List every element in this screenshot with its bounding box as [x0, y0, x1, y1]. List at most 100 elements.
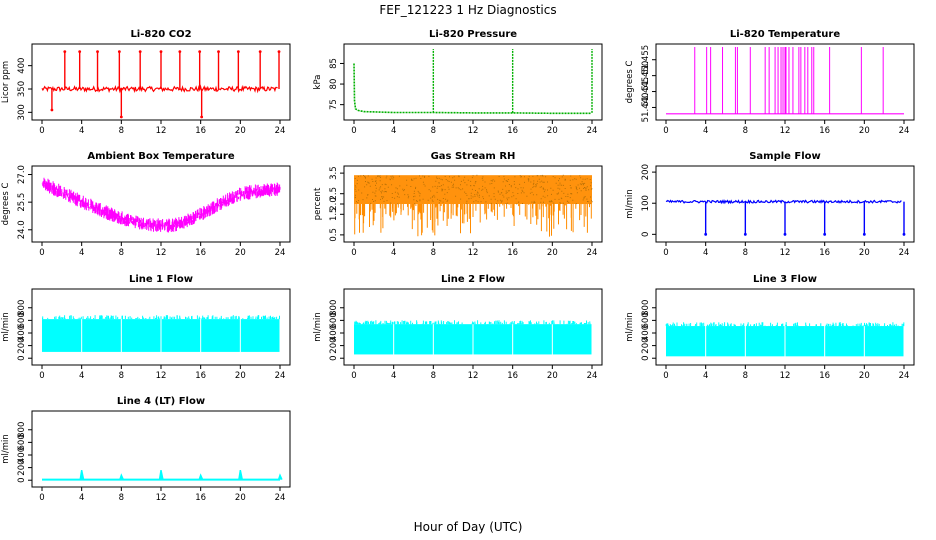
y-tick-label: 85 — [329, 58, 339, 69]
x-tick-label: 16 — [195, 248, 206, 258]
y-tick-label: 25.5 — [17, 193, 27, 212]
panel-title: Ambient Box Temperature — [87, 151, 234, 162]
x-tick-label: 8 — [743, 126, 748, 136]
x-tick-label: 24 — [899, 248, 910, 258]
flow-block-2 — [82, 319, 121, 352]
y-tick-label: 1.5 — [329, 208, 339, 222]
y-tick-label: 0 — [17, 478, 27, 483]
y-tick-label: 800 — [641, 300, 651, 316]
spike-3 — [158, 469, 164, 480]
rh-dips — [354, 204, 592, 237]
spike-4 — [198, 473, 204, 480]
x-axis: 0 4 8 12 16 20 24 — [351, 242, 597, 258]
panel-6: Sample Flow ml/min 0 4 8 12 16 20 24 0 100 200 — [625, 151, 915, 258]
rh-markers — [354, 174, 593, 205]
x-tick-label: 24 — [275, 493, 286, 503]
panel-ylabel: ml/min — [625, 312, 635, 342]
flow-block-3 — [121, 319, 161, 352]
x-tick-label: 4 — [703, 371, 708, 381]
x-tick-label: 0 — [39, 126, 44, 136]
series-line — [353, 63, 591, 115]
x-axis: 0 4 8 12 16 20 24 — [663, 120, 909, 136]
y-tick-label: 3.5 — [329, 166, 339, 180]
x-tick-label: 4 — [79, 248, 84, 258]
panel-frame — [343, 43, 603, 121]
y-tick-label: 400 — [329, 325, 339, 341]
x-tick-label: 0 — [351, 371, 356, 381]
x-tick-label: 8 — [119, 126, 124, 136]
spike-point-3 — [783, 232, 787, 236]
panel-5: Gas Stream RH percent 0 4 8 12 16 20 24 0.5 1.52.0… — [313, 151, 603, 258]
x-tick-label: 4 — [391, 248, 396, 258]
panel-3: Li-820 Temperature degrees C 0 4 8 12 16 20 24 51… — [625, 29, 915, 136]
y-tick-label: 350 — [17, 81, 27, 97]
panel-data — [665, 322, 905, 357]
panel-title: Gas Stream RH — [431, 151, 516, 162]
x-tick-label: 4 — [391, 371, 396, 381]
panel-4: Ambient Box Temperature degrees C 0 4 8 12 16 2… — [1, 151, 291, 258]
x-axis: 0 4 8 12 16 20 24 — [351, 365, 597, 381]
figure-title: FEF_121223 1 Hz Diagnostics — [379, 3, 556, 17]
x-tick-label: 12 — [780, 248, 791, 258]
x-tick-label: 4 — [391, 126, 396, 136]
flow-block-1 — [42, 319, 82, 352]
y-tick-label: 51.440 — [641, 93, 651, 123]
x-tick-label: 0 — [351, 248, 356, 258]
x-tick-label: 8 — [119, 493, 124, 503]
y-tick-label: 600 — [17, 312, 27, 328]
flow-block-1 — [354, 324, 394, 355]
x-tick-label: 8 — [119, 371, 124, 381]
x-tick-label: 16 — [819, 248, 830, 258]
x-tick-label: 20 — [547, 126, 558, 136]
spike-point-15 — [277, 50, 281, 54]
spike-point-5 — [862, 232, 866, 236]
flow-block-3 — [745, 326, 785, 357]
x-tick-label: 24 — [899, 126, 910, 136]
x-tick-label: 12 — [468, 248, 479, 258]
flow-block-6 — [240, 319, 280, 352]
y-tick-label: 0 — [329, 356, 339, 361]
panel-title: Line 3 Flow — [753, 274, 817, 285]
spike-point-11 — [200, 115, 204, 119]
x-tick-label: 12 — [156, 493, 167, 503]
flow-block-2 — [706, 326, 745, 357]
y-axis: 75 80 85 — [329, 58, 344, 110]
x-tick-label: 16 — [819, 126, 830, 136]
y-tick-label: 400 — [17, 447, 27, 463]
panel-7: Line 1 Flow ml/min 0 4 8 12 16 20 24 0 20040060080… — [1, 274, 291, 381]
spike-point-13 — [236, 50, 240, 54]
panel-title: Li-820 Temperature — [730, 29, 840, 40]
panel-10: Line 4 (LT) Flow ml/min 0 4 8 12 16 20 24 0 200400… — [1, 396, 291, 503]
panel-ylabel: ml/min — [313, 312, 323, 342]
panel-data — [665, 199, 906, 236]
x-tick-label: 16 — [195, 371, 206, 381]
flow-noise — [354, 320, 591, 325]
x-axis: 0 4 8 12 16 20 24 — [351, 120, 597, 136]
spike-point-4 — [823, 232, 827, 236]
spike-6 — [277, 473, 283, 480]
panel-title: Line 2 Flow — [441, 274, 505, 285]
spike-point-12 — [217, 50, 220, 54]
x-tick-label: 0 — [663, 126, 668, 136]
panel-data — [41, 50, 281, 119]
panel-data — [42, 315, 280, 352]
x-tick-label: 12 — [780, 126, 791, 136]
spike-2 — [119, 473, 124, 480]
flow-noise — [665, 322, 905, 327]
x-tick-label: 8 — [431, 371, 436, 381]
spike-point-10 — [198, 50, 202, 54]
y-tick-label: 200 — [17, 459, 27, 475]
y-tick-label: 51.445 — [641, 77, 651, 107]
y-tick-label: 75 — [329, 99, 339, 110]
x-tick-label: 8 — [743, 371, 748, 381]
x-tick-label: 24 — [275, 248, 286, 258]
y-tick-label: 600 — [329, 312, 339, 328]
series-line — [41, 84, 278, 94]
y-tick-label: 51.455 — [641, 45, 651, 75]
x-tick-label: 20 — [547, 371, 558, 381]
x-axis: 0 4 8 12 16 20 24 — [39, 120, 285, 136]
y-tick-label: 200 — [641, 337, 651, 353]
